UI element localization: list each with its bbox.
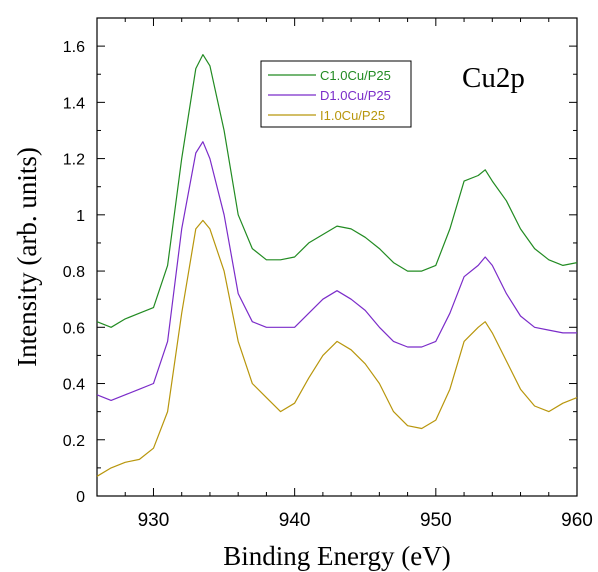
series-layer xyxy=(96,53,578,477)
chart-annotation: Cu2p xyxy=(462,62,525,94)
series-line-i1-0cu-p25 xyxy=(96,219,578,477)
y-tick-label: 0.8 xyxy=(63,264,85,281)
series-line-d1-0cu-p25 xyxy=(96,141,577,401)
x-axis-label: Binding Energy (eV) xyxy=(223,541,450,571)
x-tick-label: 960 xyxy=(561,510,593,531)
axis-ticks xyxy=(97,17,578,497)
x-tick-label: 940 xyxy=(279,510,311,531)
x-tick-label: 930 xyxy=(138,510,170,531)
y-tick-label: 0 xyxy=(76,489,85,506)
y-axis-label: Intensity (arb. units) xyxy=(12,147,42,367)
y-tick-label: 0.4 xyxy=(63,377,85,394)
legend-label-c1: C1.0Cu/P25 xyxy=(320,68,391,83)
series-line-c1-0cu-p25 xyxy=(96,53,578,328)
legend-box xyxy=(260,60,412,128)
y-tick-label: 1 xyxy=(76,208,85,225)
y-tick-label: 0.6 xyxy=(63,320,85,337)
legend-label-d1: D1.0Cu/P25 xyxy=(320,88,391,103)
axis-tick-labels: 930 940 950 960 0 0.2 0.4 0.6 0.8 1 1.2 1.4 1.6 xyxy=(63,39,593,531)
y-tick-label: 1.2 xyxy=(63,152,85,169)
y-tick-label: 1.4 xyxy=(63,95,85,112)
y-tick-label: 1.6 xyxy=(63,39,85,56)
legend-label-i1: I1.0Cu/P25 xyxy=(320,108,385,123)
x-tick-label: 950 xyxy=(420,510,452,531)
legend: C1.0Cu/P25 D1.0Cu/P25 I1.0Cu/P25 xyxy=(260,60,412,128)
y-tick-label: 0.2 xyxy=(63,433,85,450)
plot-frame xyxy=(96,17,578,497)
